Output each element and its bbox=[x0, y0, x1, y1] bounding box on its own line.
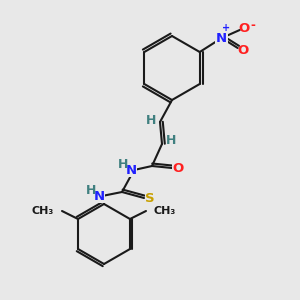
Text: +: + bbox=[222, 23, 230, 33]
Text: N: N bbox=[125, 164, 136, 176]
Text: H: H bbox=[86, 184, 96, 197]
Text: H: H bbox=[118, 158, 128, 172]
Text: H: H bbox=[146, 113, 156, 127]
Text: N: N bbox=[216, 32, 227, 44]
Text: H: H bbox=[166, 134, 176, 148]
Text: O: O bbox=[237, 44, 248, 56]
Text: O: O bbox=[238, 22, 249, 34]
Text: CH₃: CH₃ bbox=[154, 206, 176, 216]
Text: O: O bbox=[172, 161, 184, 175]
Text: CH₃: CH₃ bbox=[32, 206, 54, 216]
Text: -: - bbox=[250, 19, 255, 32]
Text: S: S bbox=[145, 191, 155, 205]
Text: N: N bbox=[93, 190, 105, 202]
